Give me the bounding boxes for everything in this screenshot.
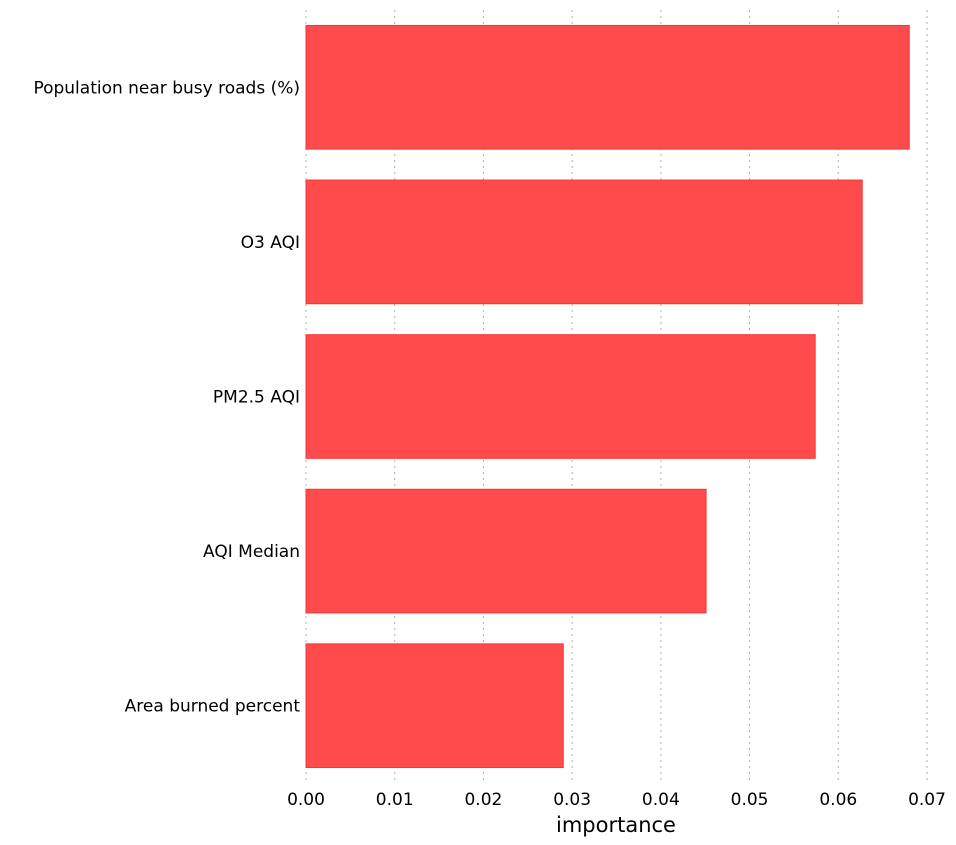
bar — [305, 24, 910, 150]
x-tick-label: 0.07 — [908, 790, 946, 810]
bar — [305, 488, 707, 614]
category-label: O3 AQI — [241, 233, 300, 253]
bars-layer — [305, 24, 910, 769]
x-tick-label: 0.05 — [731, 790, 769, 810]
category-labels: Population near busy roads (%) O3 AQI PM2.… — [33, 78, 300, 716]
category-label: PM2.5 AQI — [213, 388, 300, 408]
category-label: Population near busy roads (%) — [33, 78, 300, 98]
x-tick-label: 0.03 — [553, 790, 591, 810]
x-tick-label: 0.01 — [376, 790, 414, 810]
category-label: AQI Median — [203, 542, 300, 562]
x-axis-title: importance — [556, 813, 676, 837]
x-tick-labels: 0.00 0.01 0.02 0.03 0.04 0.05 0.06 0.07 — [287, 790, 946, 810]
bar — [305, 179, 863, 305]
x-tick-label: 0.02 — [464, 790, 502, 810]
bar — [305, 643, 564, 769]
x-tick-label: 0.00 — [287, 790, 325, 810]
x-tick-label: 0.06 — [819, 790, 857, 810]
category-label: Area burned percent — [125, 697, 301, 717]
bar — [305, 334, 816, 459]
x-tick-label: 0.04 — [642, 790, 680, 810]
